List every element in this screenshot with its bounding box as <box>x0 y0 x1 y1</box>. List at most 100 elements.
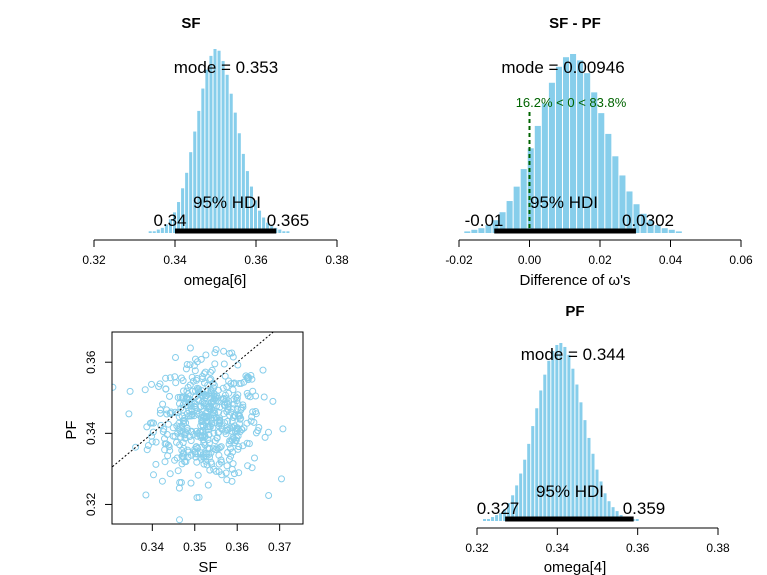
scatter-point <box>207 387 215 395</box>
tick-label: 0.37 <box>268 540 292 554</box>
scatter-point <box>202 409 210 417</box>
scatter-point <box>194 471 202 479</box>
scatter-point <box>207 458 215 466</box>
scatter-point <box>216 444 224 452</box>
scatter-point <box>184 383 192 391</box>
scatter-point <box>184 453 192 461</box>
panel-sf-x-axis: 0.32 0.34 0.36 0.38 <box>82 239 349 267</box>
panel-diff-x-axis: -0.02 0.00 0.02 0.04 0.06 <box>445 239 753 267</box>
scatter-point <box>160 425 168 433</box>
histogram-bar <box>531 426 535 521</box>
histogram-bar <box>668 229 675 233</box>
histogram-bar <box>286 231 290 233</box>
scatter-point <box>192 443 200 451</box>
scatter-point <box>265 428 272 436</box>
scatter-point <box>189 387 197 395</box>
tick-label: 0.36 <box>626 541 650 555</box>
histogram-bar <box>503 509 507 521</box>
histogram-bar <box>559 343 563 521</box>
histogram-bar <box>262 217 266 233</box>
scatter-point <box>226 412 234 419</box>
scatter-point <box>230 395 238 403</box>
scatter-point <box>204 481 212 489</box>
histogram-bar <box>506 201 513 233</box>
scatter-point <box>187 479 195 487</box>
panel-sf-mode-label: mode = 0.353 <box>174 58 278 77</box>
panel-scatter-x-axis-label: SF <box>198 559 217 575</box>
scatter-point <box>195 385 203 393</box>
histogram-bar <box>487 519 491 521</box>
scatter-point <box>212 414 220 422</box>
scatter-point <box>186 433 194 440</box>
histogram-bar <box>615 511 619 521</box>
tick-label: 0.34 <box>141 540 165 554</box>
histogram-bar <box>499 212 506 233</box>
scatter-point <box>156 409 164 417</box>
scatter-point <box>278 475 285 483</box>
scatter-point <box>205 450 213 458</box>
tick-label: 0.00 <box>518 253 542 267</box>
scatter-point <box>187 437 195 445</box>
scatter-point <box>205 431 213 438</box>
scatter-point <box>126 387 134 395</box>
histogram-bar <box>527 148 534 233</box>
histogram-bar <box>213 49 217 233</box>
scatter-point <box>125 410 133 418</box>
scatter-point <box>200 370 208 378</box>
scatter-point <box>217 443 225 451</box>
scatter-point <box>112 383 117 391</box>
scatter-point <box>220 360 228 368</box>
histogram-bar <box>245 171 249 233</box>
scatter-point <box>180 453 188 461</box>
scatter-point <box>249 408 257 416</box>
scatter-point <box>219 384 227 392</box>
panel-scatter-y-axis: 0.32 0.34 0.36 <box>84 350 113 516</box>
panel-scatter-diagonal-line <box>112 332 275 468</box>
scatter-point <box>194 395 202 403</box>
scatter-point <box>164 441 172 449</box>
panel-diff-title: SF - PF <box>549 15 601 32</box>
scatter-point <box>218 421 226 429</box>
histogram-bar <box>519 473 523 521</box>
histogram-bar <box>278 229 282 233</box>
scatter-point <box>208 366 216 374</box>
histogram-bar <box>599 481 603 521</box>
scatter-point <box>215 460 223 468</box>
histogram-bar <box>515 485 519 521</box>
scatter-point <box>252 392 260 400</box>
panel-sf-hdi-low-label: 0.34 <box>153 211 186 230</box>
scatter-point <box>204 403 212 411</box>
scatter-point <box>254 427 262 435</box>
scatter-point <box>207 375 215 383</box>
scatter-point <box>228 427 236 435</box>
panel-diff-hdi-low-label: -0.01 <box>465 211 504 230</box>
scatter-point <box>225 455 233 463</box>
histogram-bar <box>635 519 639 521</box>
histogram-bar <box>233 112 237 233</box>
scatter-point <box>183 427 191 435</box>
scatter-point <box>238 426 246 434</box>
scatter-point <box>224 417 232 425</box>
scatter-point <box>233 434 241 442</box>
scatter-point <box>187 428 195 436</box>
histogram-bar <box>523 459 527 521</box>
scatter-point <box>235 412 243 420</box>
tick-label: 0.38 <box>325 253 349 267</box>
histogram-bar <box>571 368 575 521</box>
scatter-point <box>209 397 217 405</box>
histogram-bar <box>611 507 615 521</box>
panel-diff-hdi-label: 95% HDI <box>530 193 598 212</box>
scatter-point <box>179 439 187 447</box>
scatter-point <box>166 470 174 478</box>
scatter-point <box>229 405 237 413</box>
panel-scatter: 0.34 0.35 0.36 0.37 0.32 0.34 0.36 SF PF <box>63 331 304 575</box>
histogram-bar <box>253 200 258 233</box>
scatter-point <box>234 425 242 433</box>
scatter-point <box>220 347 228 355</box>
scatter-point <box>227 445 234 452</box>
histogram-bar <box>595 469 599 521</box>
histogram-bar <box>563 346 567 521</box>
scatter-point <box>209 379 217 387</box>
scatter-point <box>201 449 209 457</box>
histogram-bar <box>485 225 492 233</box>
